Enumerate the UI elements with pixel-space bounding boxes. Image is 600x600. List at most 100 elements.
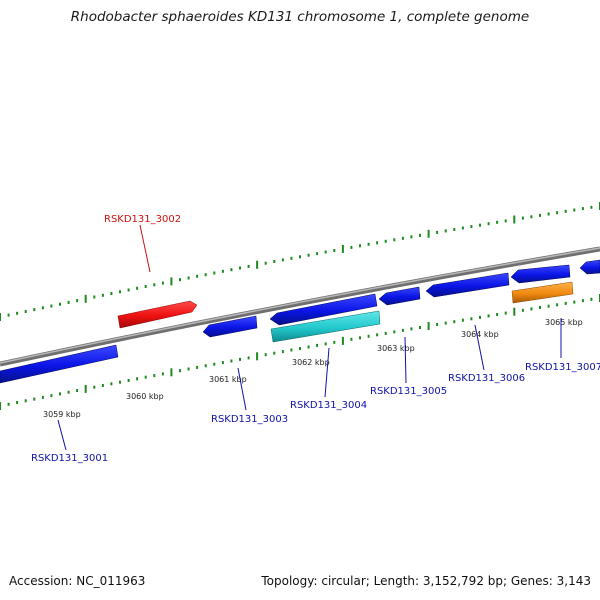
feature-cyan-arrow[interactable] (270, 310, 381, 343)
inner-minor-tick (444, 321, 447, 325)
outer-minor-tick (110, 292, 113, 295)
scale-label-3064: 3064 kbp (461, 330, 499, 339)
gene-label-RSKD131_3002[interactable]: RSKD131_3002 (104, 214, 181, 225)
outer-minor-tick (470, 225, 473, 229)
inner-minor-tick (93, 385, 96, 389)
inner-minor-tick (179, 369, 181, 373)
chromosome-backbone (0, 246, 600, 367)
outer-minor-tick (153, 283, 156, 287)
outer-minor-tick (333, 249, 336, 252)
inner-minor-tick (384, 331, 387, 335)
outer-minor-tick (204, 273, 207, 277)
outer-minor-tick (179, 278, 181, 282)
inner-minor-tick (299, 347, 301, 350)
inner-minor-tick (556, 303, 559, 307)
inner-minor-tick (350, 337, 353, 341)
outer-major-tick (256, 260, 259, 269)
inner-minor-tick (264, 353, 267, 357)
outer-minor-tick (67, 300, 70, 304)
outer-minor-tick (504, 219, 507, 223)
outer-minor-tick (41, 306, 44, 310)
inner-minor-tick (161, 372, 164, 376)
outer-minor-tick (496, 220, 499, 224)
outer-minor-tick (324, 250, 327, 254)
inner-major-tick (513, 307, 516, 316)
outer-major-tick (170, 277, 173, 286)
outer-minor-tick (187, 276, 190, 280)
outer-minor-tick (436, 230, 439, 234)
inner-minor-tick (213, 362, 216, 366)
inner-minor-tick (144, 375, 147, 379)
feature-orange-arrow[interactable] (511, 281, 574, 304)
outer-minor-tick (16, 311, 19, 315)
inner-minor-tick (187, 367, 190, 371)
inner-minor-tick (196, 365, 199, 369)
inner-minor-tick (221, 361, 224, 365)
inner-major-tick (341, 336, 344, 345)
outer-minor-tick (93, 295, 96, 299)
outer-major-tick (513, 215, 516, 224)
outer-minor-tick (573, 208, 576, 212)
inner-minor-tick (41, 395, 44, 399)
gene-RSKD131_3002-arrow[interactable] (117, 300, 198, 329)
outer-minor-tick (384, 239, 387, 243)
inner-major-tick (0, 402, 1, 410)
inner-minor-tick (76, 389, 79, 392)
inner-minor-tick (119, 380, 121, 384)
outer-minor-tick (76, 299, 79, 303)
outer-minor-tick (410, 235, 413, 239)
gene-label-RSKD131_3007[interactable]: RSKD131_3007 (525, 362, 600, 373)
gene-label-RSKD131_3006[interactable]: RSKD131_3006 (448, 373, 525, 384)
inner-minor-tick (470, 317, 473, 321)
inner-minor-tick (239, 357, 241, 361)
gene-label-RSKD131_3003[interactable]: RSKD131_3003 (211, 414, 288, 425)
outer-minor-tick (299, 255, 301, 259)
outer-minor-tick (161, 281, 164, 285)
inner-minor-tick (539, 306, 541, 309)
gene-label-RSKD131_3001[interactable]: RSKD131_3001 (31, 453, 108, 464)
scale-label-3063: 3063 kbp (377, 344, 415, 353)
inner-minor-tick (547, 304, 550, 308)
gene-label-RSKD131_3005[interactable]: RSKD131_3005 (370, 386, 447, 397)
gene-partial-arrow[interactable] (579, 259, 600, 275)
scale-label-3059: 3059 kbp (43, 410, 81, 419)
inner-minor-tick (324, 342, 327, 346)
inner-minor-tick (496, 313, 499, 316)
inner-minor-tick (316, 343, 319, 347)
gene-RSKD131_3003-arrow[interactable] (202, 315, 258, 338)
outer-minor-tick (59, 302, 61, 306)
inner-minor-tick (333, 340, 336, 344)
outer-minor-tick (581, 207, 584, 211)
outer-minor-tick (196, 274, 199, 278)
inner-minor-tick (33, 397, 36, 401)
outer-minor-tick (213, 271, 216, 275)
outer-minor-tick (290, 256, 293, 260)
gene-RSKD131_3005-arrow[interactable] (378, 286, 421, 306)
outer-minor-tick (461, 226, 464, 230)
outer-minor-tick (33, 308, 36, 312)
outer-minor-tick (444, 229, 447, 233)
gene-RSKD131_3006-arrow[interactable] (425, 272, 510, 298)
outer-minor-tick (564, 209, 567, 213)
inner-minor-tick (136, 377, 139, 381)
inner-minor-tick (230, 359, 233, 363)
accession-label: Accession: NC_011963 (9, 574, 146, 588)
inner-tick-track (0, 294, 600, 410)
outer-minor-tick (556, 211, 559, 215)
outer-minor-tick (50, 304, 53, 308)
gene-label-RSKD131_3004[interactable]: RSKD131_3004 (290, 400, 367, 411)
outer-minor-tick (530, 215, 533, 219)
inner-minor-tick (393, 330, 396, 334)
gene-RSKD131_3007-arrow[interactable] (510, 264, 571, 284)
inner-minor-tick (530, 307, 533, 311)
outer-minor-tick (453, 228, 456, 231)
inner-major-tick (170, 368, 173, 377)
gene-RSKD131_3004-arrow[interactable] (269, 293, 378, 326)
label-leader-3002 (139, 224, 151, 273)
genome-summary-label: Topology: circular; Length: 3,152,792 bp… (261, 574, 591, 588)
inner-minor-tick (247, 356, 250, 360)
gene-RSKD131_3001-arrow[interactable] (0, 344, 119, 384)
outer-minor-tick (479, 223, 481, 227)
inner-minor-tick (564, 301, 567, 305)
